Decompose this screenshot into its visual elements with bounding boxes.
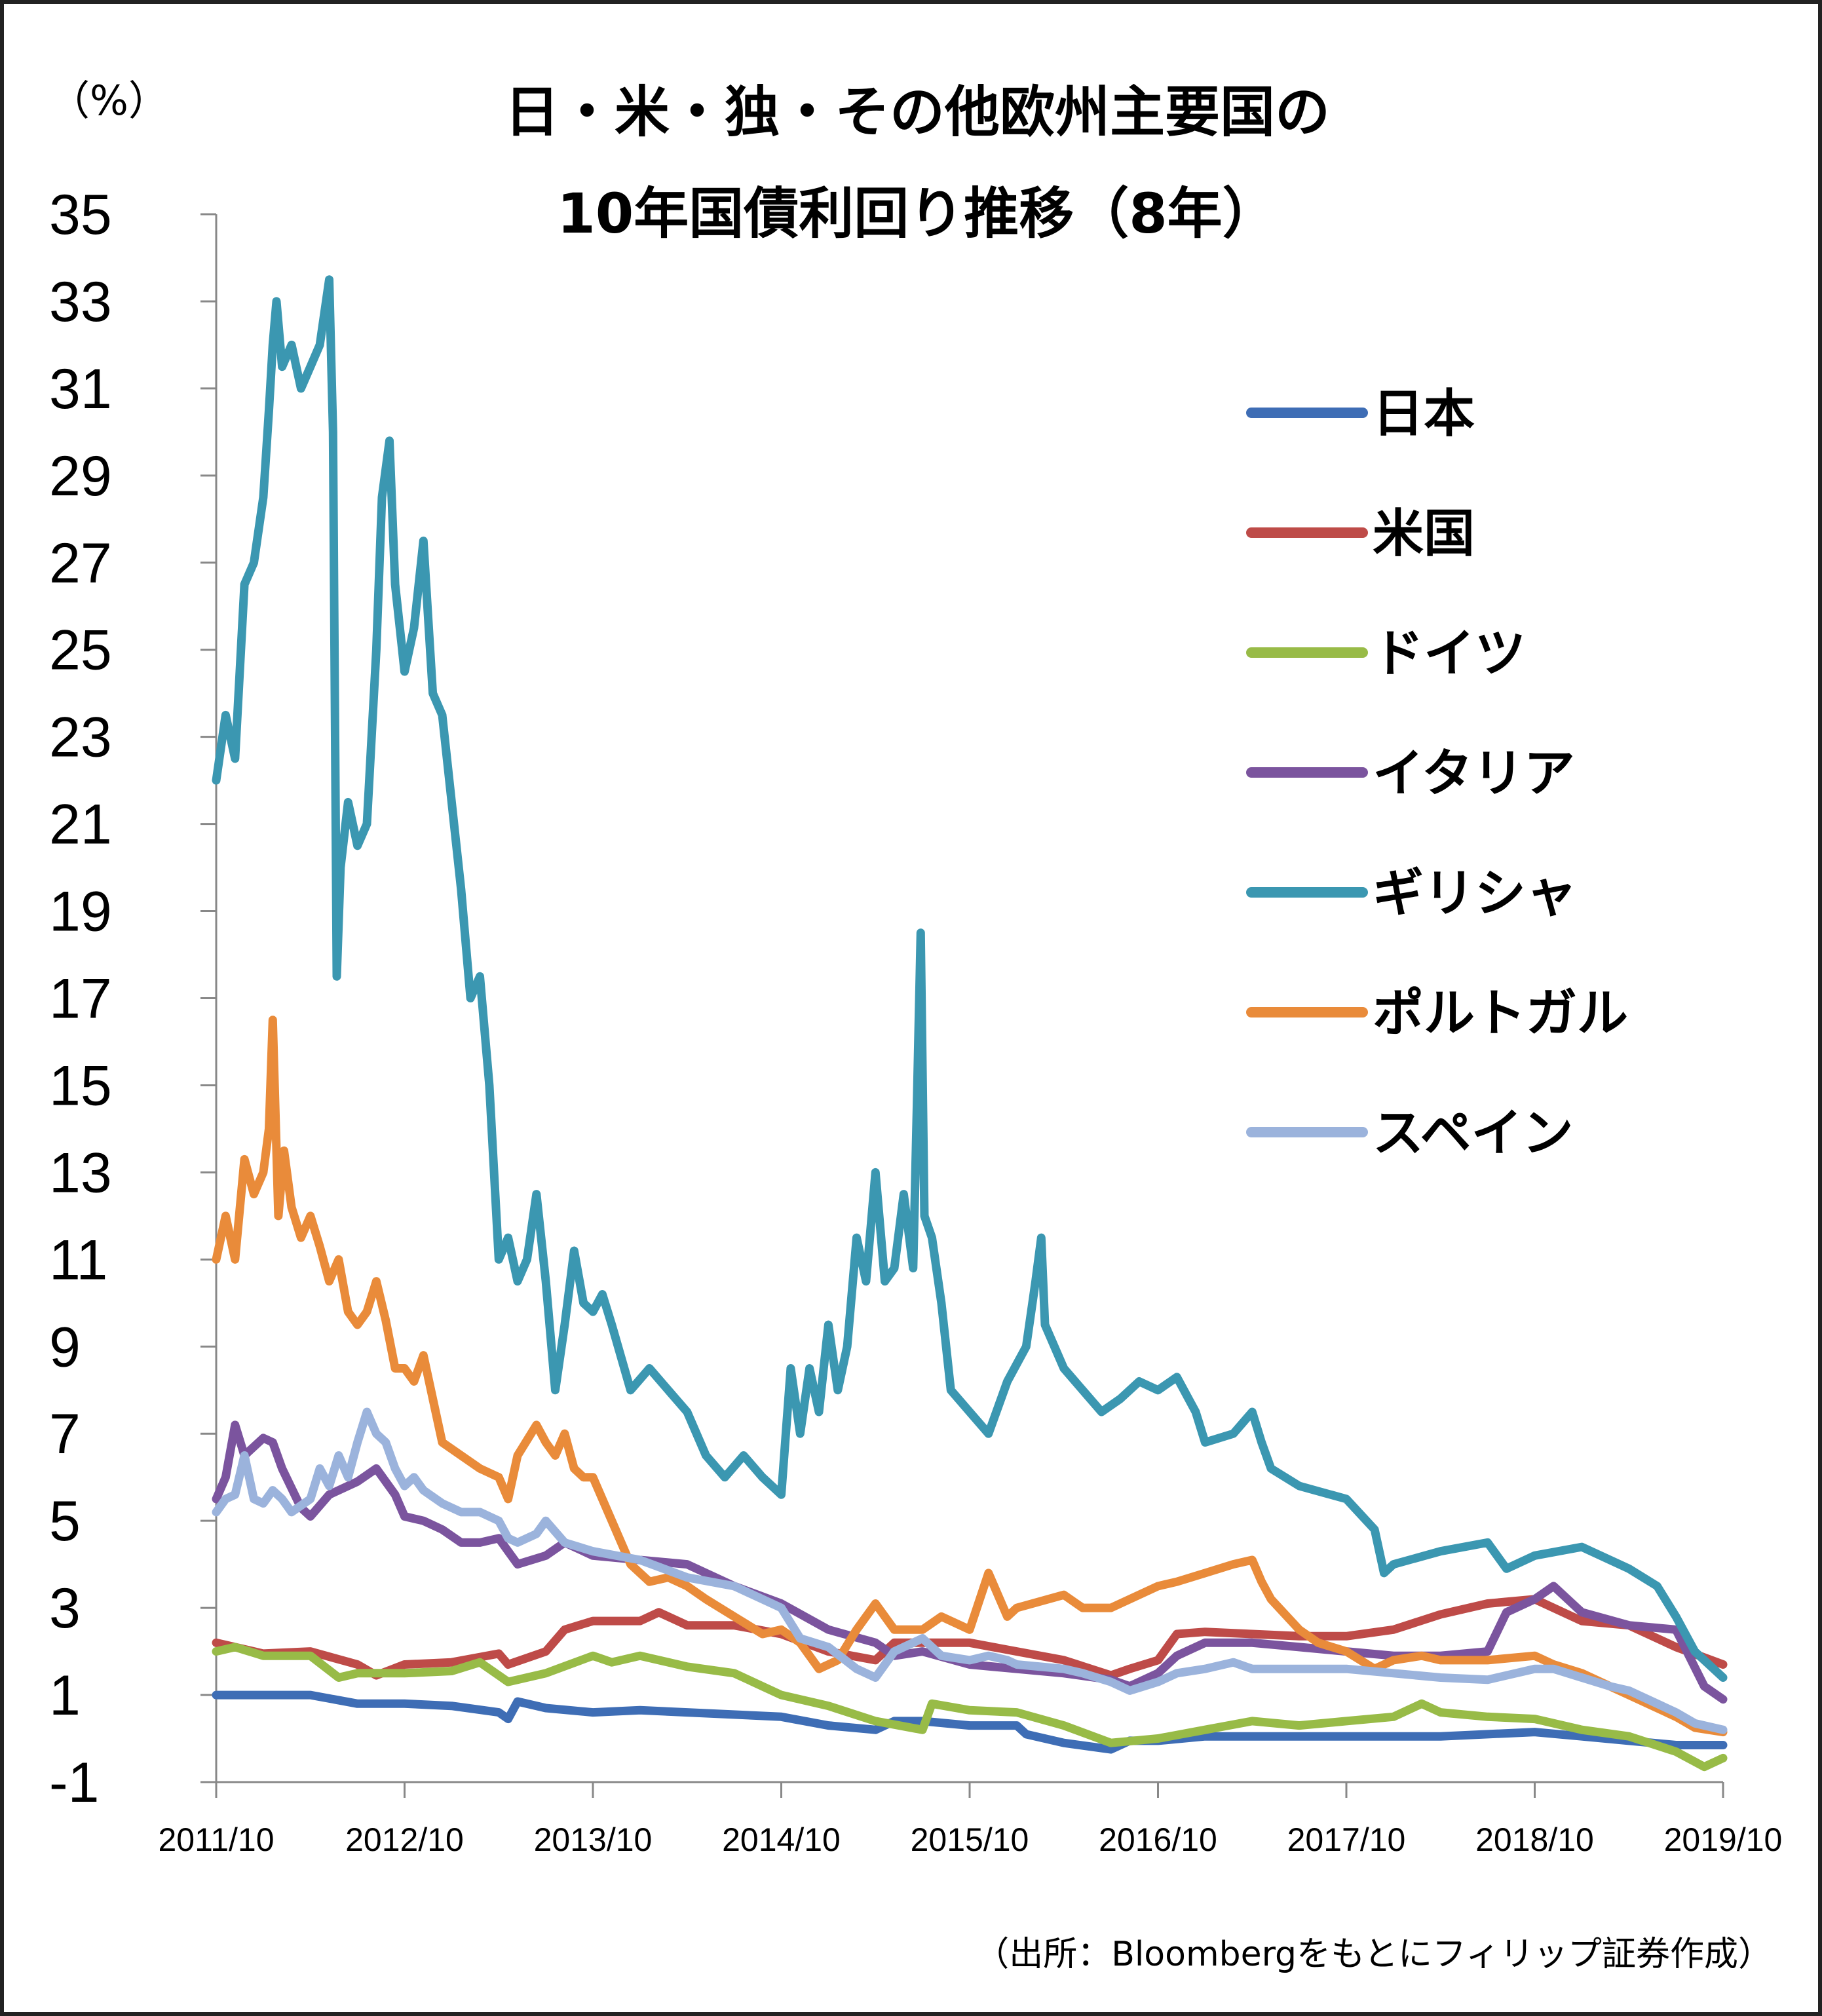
legend-label: 米国 [1373,504,1475,563]
y-tick-label: 29 [49,445,112,508]
y-tick-label: 7 [49,1403,81,1466]
y-tick-label: 31 [49,358,112,421]
y-tick-label: 27 [49,532,112,595]
x-axis: 2011/10 2012/10 2013/10 2014/10 2015/10 2016/… [158,1781,1783,1858]
y-tick-label: 3 [49,1577,81,1640]
x-tick-label: 2011/10 [158,1821,274,1858]
series-line-日本 [212,1690,1728,1754]
series-line-米国 [212,1595,1728,1680]
source-note: （出所：Bloombergをもとにフィリップ証券作成） [975,1935,1772,1974]
chart-title-line1: 日・米・独・その他欧州主要国の [504,80,1330,144]
x-tick-label: 2018/10 [1475,1821,1594,1858]
x-tick-label: 2012/10 [345,1821,464,1858]
y-tick-label: 35 [49,183,112,246]
legend-label: スペイン [1373,1104,1574,1163]
y-tick-label: 11 [49,1228,107,1291]
series-line-ギリシャ [212,275,1728,1682]
legend-label: ギリシャ [1373,864,1577,923]
series-line-ポルトガル [212,1016,1728,1737]
y-tick-label: 13 [49,1141,112,1204]
y-axis-unit-label: （%） [49,77,169,124]
legend-label: ポルトガル [1373,984,1628,1043]
y-tick-label: 15 [49,1054,112,1117]
y-tick-label: 19 [49,881,112,943]
series-line-ドイツ [212,1643,1728,1772]
x-tick-label: 2014/10 [722,1821,841,1858]
y-tick-label: 25 [49,619,112,682]
y-tick-label: 1 [49,1664,81,1727]
y-tick-label: 33 [49,271,112,333]
x-tick-label: 2017/10 [1287,1821,1406,1858]
chart-title-line2: 10年国債利回り推移（8年） [557,181,1277,246]
y-tick-label: 23 [49,706,112,769]
series-line-スペイン [212,1407,1728,1734]
legend-label: ドイツ [1373,624,1526,683]
x-tick-label: 2013/10 [534,1821,653,1858]
y-tick-label: 21 [49,793,112,856]
y-tick-label: 9 [49,1316,81,1379]
y-tick-label: -1 [49,1751,99,1814]
y-tick-label: 5 [49,1490,81,1553]
series-lines [212,275,1728,1772]
x-tick-label: 2015/10 [911,1821,1029,1858]
x-tick-label: 2016/10 [1099,1821,1217,1858]
x-tick-label: 2019/10 [1664,1821,1783,1858]
legend-label: 日本 [1373,385,1475,444]
y-tick-label: 17 [49,968,112,1031]
legend-label: イタリア [1373,744,1575,803]
